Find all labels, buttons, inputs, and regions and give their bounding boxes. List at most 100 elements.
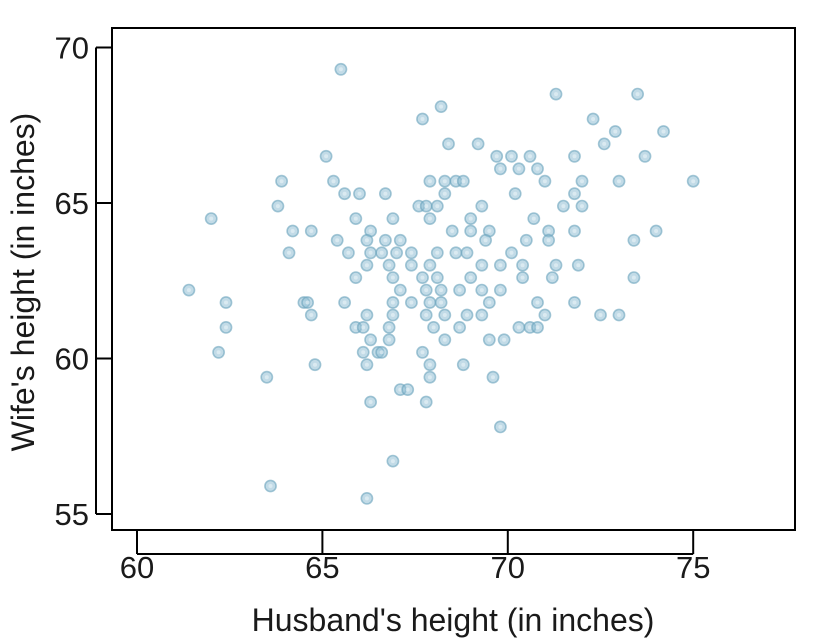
data-point bbox=[330, 233, 344, 247]
data-point-center bbox=[483, 238, 488, 243]
data-point bbox=[382, 320, 396, 334]
data-point bbox=[386, 296, 400, 309]
x-axis-title: Husband's height (in inches) bbox=[252, 602, 655, 638]
data-point-center bbox=[613, 129, 618, 134]
data-point bbox=[527, 212, 541, 225]
data-point bbox=[538, 174, 552, 188]
x-tick-label: 70 bbox=[491, 550, 525, 585]
data-point-center bbox=[491, 375, 495, 380]
data-point-center bbox=[479, 204, 484, 209]
data-point bbox=[271, 199, 285, 213]
data-point-center bbox=[509, 154, 514, 159]
data-point bbox=[338, 296, 351, 309]
data-point bbox=[360, 358, 374, 372]
data-point-center bbox=[546, 238, 551, 243]
data-point bbox=[512, 320, 526, 334]
data-point bbox=[686, 174, 700, 188]
data-point-center bbox=[439, 288, 444, 293]
data-point bbox=[375, 246, 389, 260]
y-tick-label: 55 bbox=[55, 497, 89, 532]
data-point bbox=[493, 420, 507, 434]
data-point-center bbox=[572, 300, 577, 305]
data-point-center bbox=[528, 325, 532, 330]
data-point-center bbox=[561, 204, 566, 209]
data-point-center bbox=[398, 288, 403, 293]
data-point-center bbox=[487, 229, 492, 233]
data-point-center bbox=[617, 179, 621, 184]
data-point-center bbox=[520, 275, 525, 280]
data-point-center bbox=[368, 400, 373, 404]
data-point-center bbox=[439, 300, 444, 305]
data-point bbox=[456, 358, 470, 372]
data-point-center bbox=[631, 275, 636, 280]
data-point bbox=[453, 283, 466, 297]
data-point-center bbox=[468, 275, 473, 280]
data-point bbox=[378, 233, 392, 247]
data-point-center bbox=[420, 275, 425, 280]
data-point-center bbox=[353, 216, 358, 221]
data-point bbox=[493, 283, 507, 297]
data-point bbox=[364, 333, 377, 347]
data-point-center bbox=[580, 179, 584, 184]
data-point bbox=[657, 125, 670, 138]
data-point bbox=[438, 187, 452, 201]
data-point bbox=[597, 137, 611, 151]
data-point-center bbox=[342, 300, 347, 305]
data-point-center bbox=[591, 117, 596, 121]
data-point-center bbox=[353, 275, 358, 280]
data-point-center bbox=[368, 229, 373, 233]
data-point bbox=[482, 333, 496, 347]
data-point-center bbox=[479, 263, 484, 268]
data-point-center bbox=[209, 216, 214, 221]
data-point-center bbox=[546, 229, 551, 233]
x-axis: 60 65 70 75 bbox=[120, 531, 710, 585]
data-point bbox=[464, 271, 478, 284]
data-point bbox=[649, 224, 663, 238]
data-point-center bbox=[635, 92, 640, 97]
data-point bbox=[319, 149, 333, 163]
data-point-center bbox=[364, 313, 369, 317]
data-point bbox=[568, 224, 581, 238]
data-point bbox=[568, 149, 581, 163]
data-point-center bbox=[427, 375, 432, 380]
data-point-center bbox=[442, 191, 447, 196]
data-point bbox=[360, 308, 374, 322]
data-point bbox=[349, 212, 363, 225]
data-point-center bbox=[361, 325, 366, 330]
x-tick-label: 60 bbox=[120, 550, 154, 585]
data-point-center bbox=[364, 362, 369, 367]
data-point bbox=[442, 137, 455, 151]
data-point bbox=[475, 308, 489, 322]
data-point-center bbox=[361, 350, 366, 355]
data-point bbox=[434, 283, 448, 297]
data-point bbox=[356, 345, 370, 359]
data-point-center bbox=[442, 313, 447, 317]
data-point-center bbox=[216, 350, 221, 355]
data-point-center bbox=[476, 141, 481, 146]
data-point bbox=[419, 199, 433, 213]
data-point-center bbox=[309, 313, 314, 317]
data-point bbox=[404, 296, 418, 309]
y-axis-title: Wife's height (in inches) bbox=[5, 113, 41, 452]
data-point-center bbox=[409, 300, 414, 305]
data-point bbox=[482, 296, 496, 309]
data-point-center bbox=[224, 325, 228, 330]
data-point bbox=[575, 199, 589, 213]
data-point-center bbox=[427, 216, 432, 221]
data-point-center bbox=[379, 350, 384, 355]
data-point bbox=[416, 271, 429, 284]
data-point bbox=[360, 233, 374, 247]
data-point-center bbox=[487, 337, 492, 342]
data-point bbox=[434, 100, 448, 113]
data-point bbox=[423, 358, 437, 372]
data-point bbox=[531, 296, 544, 309]
data-point-center bbox=[465, 313, 469, 317]
data-point bbox=[419, 283, 433, 297]
data-point bbox=[386, 454, 400, 468]
data-point-center bbox=[576, 263, 581, 268]
data-point bbox=[430, 271, 444, 284]
data-point-center bbox=[524, 238, 529, 243]
data-point-center bbox=[468, 229, 473, 233]
data-points bbox=[182, 62, 700, 505]
data-point bbox=[475, 199, 489, 213]
